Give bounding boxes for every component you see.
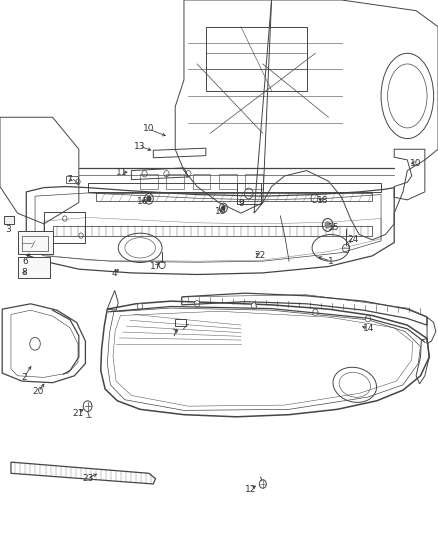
Text: 20: 20 <box>33 387 44 396</box>
Text: 17: 17 <box>150 262 161 271</box>
Text: 6: 6 <box>22 257 28 265</box>
Circle shape <box>138 303 143 310</box>
Circle shape <box>221 205 226 211</box>
Text: 18: 18 <box>317 196 328 205</box>
Text: 15: 15 <box>328 223 339 231</box>
FancyBboxPatch shape <box>4 216 14 224</box>
Text: 10: 10 <box>410 159 421 167</box>
Text: 10: 10 <box>143 125 155 133</box>
Text: 1: 1 <box>328 257 334 265</box>
Circle shape <box>146 196 152 202</box>
Text: 7: 7 <box>171 329 177 337</box>
Text: 2: 2 <box>21 373 27 382</box>
Text: 9: 9 <box>238 199 244 208</box>
Circle shape <box>325 221 331 229</box>
FancyBboxPatch shape <box>18 257 50 278</box>
Text: 24: 24 <box>347 236 358 244</box>
Text: 16: 16 <box>137 197 148 206</box>
Circle shape <box>313 309 318 316</box>
Text: 19: 19 <box>215 207 226 215</box>
Text: 11: 11 <box>116 168 127 177</box>
Text: 12: 12 <box>245 485 257 494</box>
Circle shape <box>194 301 200 307</box>
Text: 23: 23 <box>82 474 93 482</box>
Text: 4: 4 <box>112 270 117 278</box>
Text: 14: 14 <box>363 325 374 333</box>
Text: 13: 13 <box>134 142 145 150</box>
Text: 3: 3 <box>5 225 11 233</box>
Circle shape <box>251 303 257 309</box>
FancyBboxPatch shape <box>18 231 53 254</box>
Circle shape <box>365 316 371 322</box>
Text: 21: 21 <box>72 409 84 417</box>
Text: 7: 7 <box>66 175 72 183</box>
Text: 22: 22 <box>254 252 265 260</box>
Text: 8: 8 <box>21 269 27 277</box>
